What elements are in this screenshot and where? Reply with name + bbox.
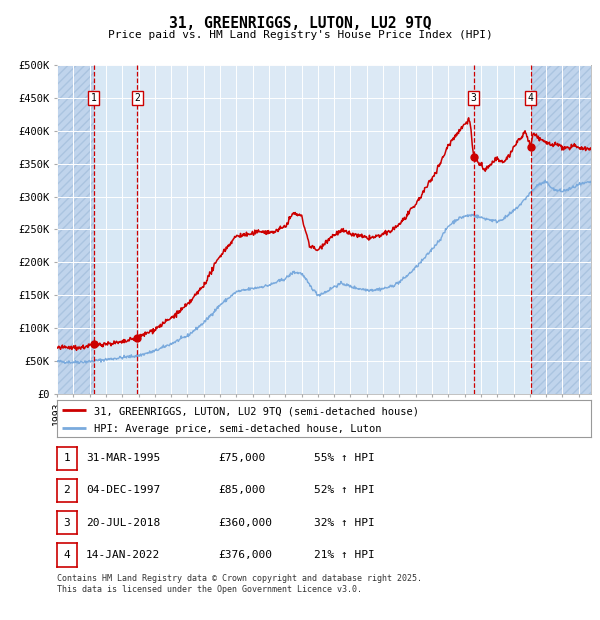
Text: £85,000: £85,000 <box>218 485 265 495</box>
Text: 3: 3 <box>470 93 476 103</box>
Bar <box>473 65 530 394</box>
Bar <box>57 65 94 394</box>
Text: 2: 2 <box>64 485 70 495</box>
Bar <box>94 65 137 394</box>
Text: 14-JAN-2022: 14-JAN-2022 <box>86 550 160 560</box>
Text: 31-MAR-1995: 31-MAR-1995 <box>86 453 160 463</box>
Text: 31, GREENRIGGS, LUTON, LU2 9TQ: 31, GREENRIGGS, LUTON, LU2 9TQ <box>169 16 431 31</box>
Text: 1: 1 <box>91 93 97 103</box>
Text: 2: 2 <box>134 93 140 103</box>
Bar <box>530 65 591 394</box>
Text: 1: 1 <box>64 453 70 463</box>
Text: 52% ↑ HPI: 52% ↑ HPI <box>314 485 374 495</box>
Text: £75,000: £75,000 <box>218 453 265 463</box>
Bar <box>530 65 591 394</box>
Text: Contains HM Land Registry data © Crown copyright and database right 2025.
This d: Contains HM Land Registry data © Crown c… <box>57 574 422 593</box>
Text: 32% ↑ HPI: 32% ↑ HPI <box>314 518 374 528</box>
Text: £376,000: £376,000 <box>218 550 272 560</box>
Text: 4: 4 <box>64 550 70 560</box>
Bar <box>57 65 94 394</box>
Text: £360,000: £360,000 <box>218 518 272 528</box>
Text: 21% ↑ HPI: 21% ↑ HPI <box>314 550 374 560</box>
Text: 20-JUL-2018: 20-JUL-2018 <box>86 518 160 528</box>
Text: HPI: Average price, semi-detached house, Luton: HPI: Average price, semi-detached house,… <box>94 423 382 433</box>
Text: 4: 4 <box>527 93 533 103</box>
Text: 04-DEC-1997: 04-DEC-1997 <box>86 485 160 495</box>
Text: Price paid vs. HM Land Registry's House Price Index (HPI): Price paid vs. HM Land Registry's House … <box>107 30 493 40</box>
Text: 31, GREENRIGGS, LUTON, LU2 9TQ (semi-detached house): 31, GREENRIGGS, LUTON, LU2 9TQ (semi-det… <box>94 406 419 416</box>
Text: 55% ↑ HPI: 55% ↑ HPI <box>314 453 374 463</box>
Text: 3: 3 <box>64 518 70 528</box>
